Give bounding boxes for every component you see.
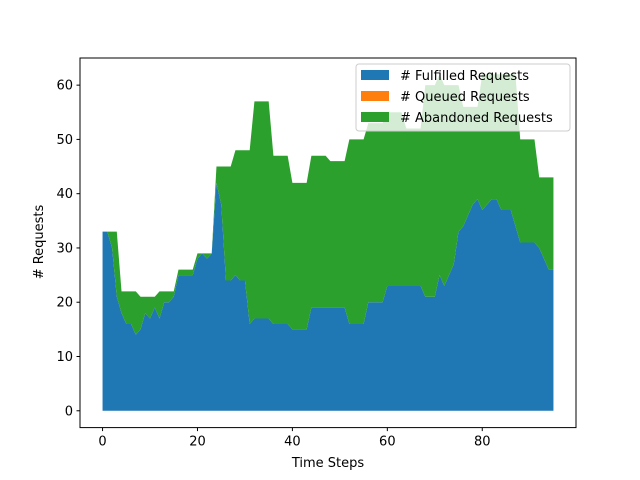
area-series-group — [102, 74, 554, 411]
legend-swatch — [361, 91, 389, 101]
y-tick-label: 20 — [56, 296, 73, 311]
area-series-1 — [102, 182, 554, 411]
y-tick-label: 30 — [56, 241, 73, 256]
area-series-3 — [102, 74, 554, 335]
x-tick-label: 0 — [98, 435, 106, 450]
y-tick-label: 40 — [56, 187, 73, 202]
y-tick-label: 50 — [56, 133, 73, 148]
y-axis-label: # Requests — [32, 204, 47, 279]
legend-box — [355, 63, 571, 132]
y-axis-ticks: 0 10 20 30 40 50 60 — [56, 79, 80, 419]
plot-frame — [79, 57, 577, 429]
legend: # Fulfilled Requests # Queued Requests # A… — [355, 63, 571, 132]
legend-swatch — [361, 70, 389, 80]
y-tick-label: 0 — [65, 404, 73, 419]
x-axis-ticks: 0 20 40 60 80 — [98, 427, 491, 450]
x-tick-label: 60 — [379, 435, 396, 450]
legend-label: # Queued Requests — [400, 90, 530, 105]
legend-label: # Fulfilled Requests — [400, 69, 529, 84]
x-tick-label: 20 — [189, 435, 206, 450]
legend-swatch — [361, 112, 389, 122]
x-tick-label: 80 — [474, 435, 491, 450]
x-axis-label: Time Steps — [291, 456, 365, 471]
x-tick-label: 40 — [284, 435, 301, 450]
legend-label: # Abandoned Requests — [400, 111, 553, 126]
y-tick-label: 60 — [56, 79, 73, 94]
y-tick-label: 10 — [56, 350, 73, 365]
